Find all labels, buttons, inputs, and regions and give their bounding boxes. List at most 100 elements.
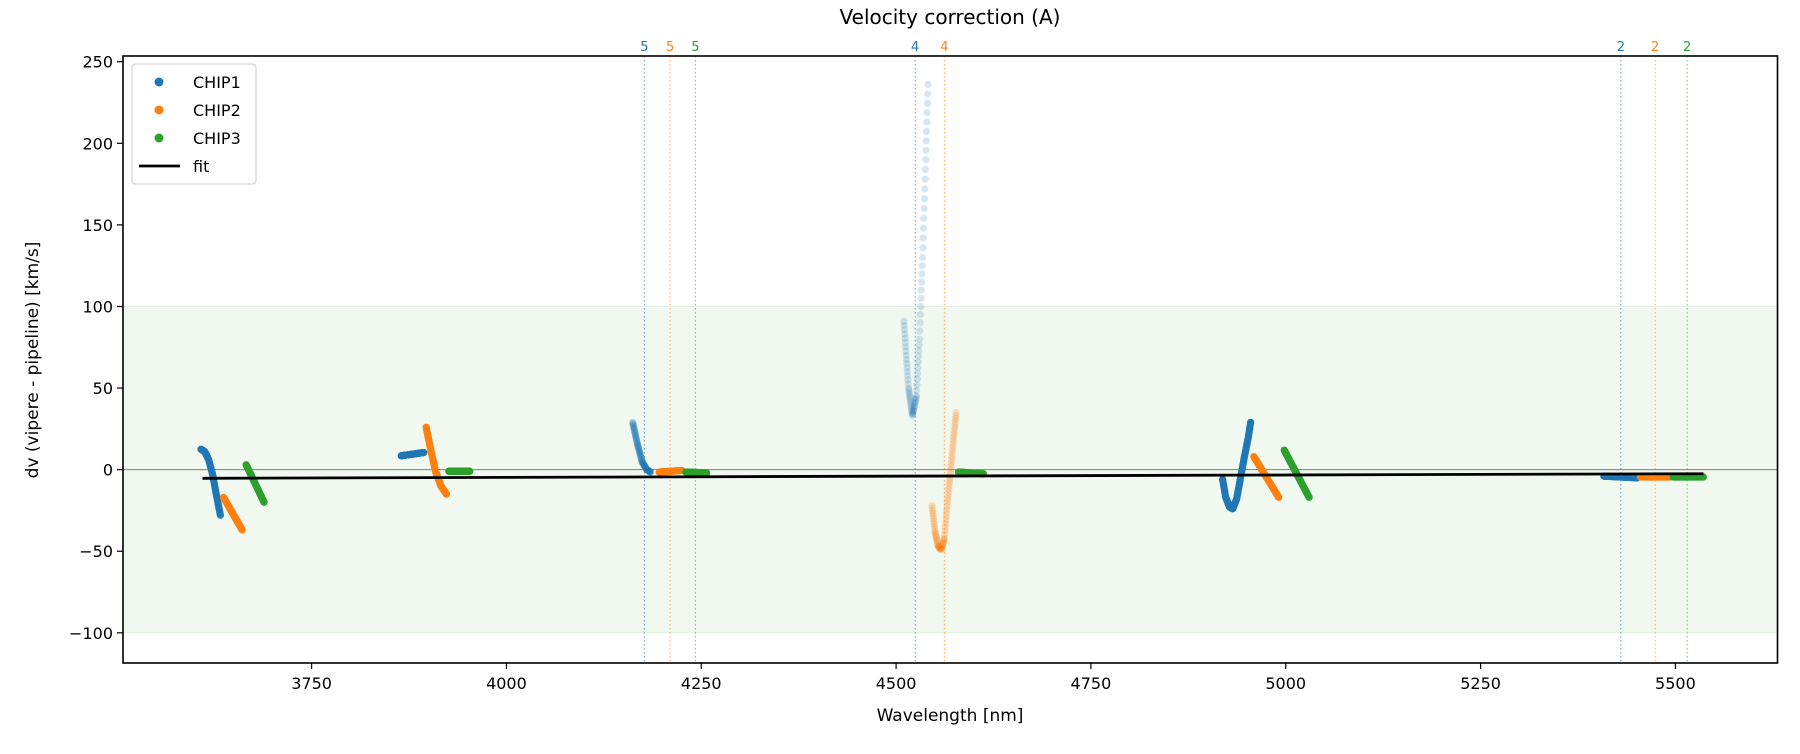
data-point bbox=[1280, 446, 1288, 454]
data-point bbox=[944, 495, 952, 503]
data-point bbox=[638, 457, 646, 466]
data-point bbox=[945, 485, 953, 493]
data-point bbox=[932, 530, 940, 539]
data-point bbox=[935, 543, 943, 551]
data-point bbox=[923, 109, 931, 117]
data-point bbox=[950, 430, 958, 438]
data-point bbox=[915, 335, 924, 343]
data-point bbox=[639, 458, 647, 467]
data-point bbox=[915, 341, 923, 349]
data-point bbox=[929, 509, 937, 517]
y-tick-label: 0 bbox=[103, 461, 113, 480]
data-point bbox=[918, 278, 926, 286]
data-point bbox=[632, 432, 640, 441]
data-point bbox=[949, 439, 957, 448]
data-point bbox=[1699, 473, 1708, 481]
data-point bbox=[630, 422, 638, 431]
data-point bbox=[646, 468, 654, 476]
data-point bbox=[919, 224, 928, 232]
y-axis-ticks: −100 −50 0 50 100 150 200 250 bbox=[69, 53, 123, 643]
x-tick-label: 4750 bbox=[1071, 674, 1112, 693]
fit-line-path bbox=[202, 472, 1704, 480]
data-point bbox=[637, 454, 645, 462]
fit-line bbox=[202, 472, 1704, 480]
data-point bbox=[941, 530, 949, 539]
data-point bbox=[947, 459, 955, 467]
data-point bbox=[630, 424, 638, 432]
series-chip2-segment bbox=[928, 408, 960, 554]
data-point bbox=[917, 302, 925, 311]
data-point bbox=[633, 439, 641, 448]
y-tick-label: 50 bbox=[93, 379, 113, 398]
data-point bbox=[632, 435, 641, 443]
data-point bbox=[913, 381, 921, 389]
y-tick-label: 150 bbox=[82, 216, 113, 235]
data-point bbox=[939, 540, 947, 548]
data-point bbox=[642, 464, 650, 473]
data-point bbox=[942, 520, 950, 528]
data-point bbox=[645, 467, 654, 475]
data-point bbox=[631, 431, 640, 439]
data-point bbox=[947, 456, 956, 464]
data-point bbox=[642, 464, 650, 472]
data-point bbox=[900, 321, 908, 330]
data-point bbox=[644, 466, 652, 475]
data-point bbox=[943, 505, 951, 514]
legend-label: CHIP1 bbox=[193, 73, 241, 92]
data-point bbox=[928, 504, 936, 512]
data-point bbox=[939, 538, 948, 546]
data-point bbox=[907, 403, 915, 411]
data-point bbox=[931, 529, 939, 537]
data-point bbox=[950, 433, 958, 441]
data-point bbox=[924, 90, 932, 98]
data-point bbox=[936, 545, 944, 553]
data-point bbox=[938, 541, 947, 549]
legend-box bbox=[131, 63, 257, 185]
data-point bbox=[949, 443, 957, 451]
data-point bbox=[629, 421, 637, 429]
data-point bbox=[922, 156, 930, 164]
data-point bbox=[946, 475, 954, 484]
x-axis-label: Wavelength [nm] bbox=[877, 706, 1024, 726]
data-point bbox=[905, 386, 913, 394]
data-point bbox=[911, 400, 919, 408]
data-point bbox=[922, 137, 930, 145]
data-point bbox=[442, 490, 451, 498]
data-point bbox=[937, 545, 945, 554]
data-point bbox=[937, 545, 945, 553]
data-point bbox=[634, 443, 642, 451]
data-point bbox=[918, 262, 926, 270]
data-point bbox=[906, 395, 914, 403]
data-point bbox=[645, 467, 653, 475]
order-marker-label: 2 bbox=[1617, 40, 1625, 55]
data-point bbox=[951, 415, 960, 423]
data-point bbox=[918, 253, 927, 262]
data-point bbox=[908, 412, 917, 420]
x-axis-ticks: 3750 4000 4250 4500 4750 5000 5250 5500 bbox=[291, 663, 1696, 693]
data-point bbox=[941, 523, 949, 532]
data-point bbox=[644, 467, 653, 475]
data-point bbox=[904, 372, 912, 380]
data-point bbox=[909, 407, 917, 415]
data-point bbox=[913, 369, 922, 377]
data-point bbox=[930, 522, 939, 531]
data-point bbox=[936, 544, 944, 552]
data-point bbox=[641, 463, 650, 472]
data-point bbox=[952, 411, 960, 420]
data-point bbox=[910, 401, 919, 409]
data-point bbox=[633, 437, 641, 445]
data-point bbox=[938, 543, 946, 551]
data-point bbox=[933, 536, 941, 545]
data-point bbox=[644, 466, 652, 474]
data-point bbox=[640, 462, 649, 470]
legend-label: CHIP2 bbox=[193, 101, 241, 120]
data-point bbox=[903, 359, 911, 368]
data-point bbox=[642, 465, 650, 473]
data-point bbox=[906, 392, 914, 401]
data-point bbox=[637, 455, 646, 463]
data-point bbox=[904, 380, 912, 388]
data-point bbox=[909, 410, 917, 418]
data-point bbox=[942, 516, 950, 524]
data-point bbox=[631, 428, 639, 436]
